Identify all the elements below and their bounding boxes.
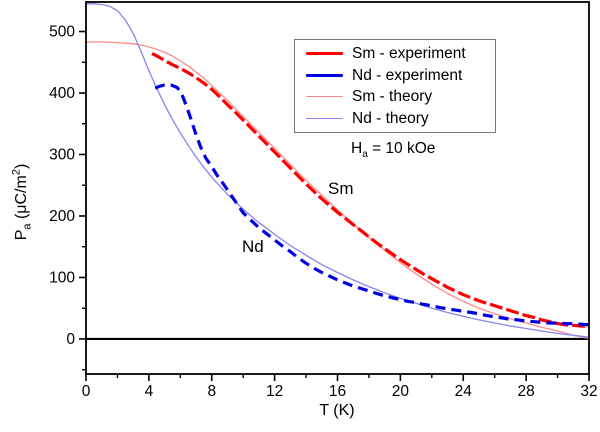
sm-experiment-curve [151,52,589,328]
x-tick-label: 0 [82,383,91,400]
nd-experiment-curve [154,83,590,327]
x-tick-label: 20 [392,383,410,400]
x-tick-label: 16 [329,383,346,400]
y-tick-label: 200 [49,208,75,225]
y-tick-label: 0 [66,331,75,348]
sm-curve-label: Sm [328,179,354,198]
x-tick-label: 28 [518,383,535,400]
sm-experiment-line-swatch [306,52,343,56]
x-tick-label: 24 [455,383,473,400]
legend-item-nd-theory: Nd - theory [295,109,495,127]
legend-box: Sm - experiment Nd - experiment Sm - the… [294,39,496,133]
legend-item-nd-experiment: Nd - experiment [295,66,495,84]
y-tick-label: 300 [49,146,75,163]
legend-label: Nd - experiment [352,66,463,84]
legend-label: Sm - experiment [352,45,466,62]
y-tick-label: 500 [49,24,75,41]
y-tick-label: 400 [49,85,75,102]
legend-label: Sm - theory [352,88,433,105]
nd-curve-label: Nd [242,237,264,256]
legend-item-sm-experiment: Sm - experiment [295,46,495,62]
applied-field-annotation: Ha = 10 kOe [351,140,436,161]
x-axis-title: T (K) [319,402,355,419]
nd-theory-curve [86,3,590,338]
sm-theory-line-swatch [306,96,343,98]
x-tick-label: 32 [580,383,597,400]
nd-theory-line-swatch [306,117,343,119]
nd-experiment-line-swatch [306,73,343,77]
x-tick-label: 4 [145,383,154,400]
x-tick-label: 12 [266,383,283,400]
sm-theory-curve [86,41,590,339]
y-tick-label: 100 [49,269,75,286]
legend-item-sm-theory: Sm - theory [295,89,495,105]
legend-label: Nd - theory [352,109,429,127]
y-axis-title: Pa (μC/m2) [10,163,34,241]
x-tick-label: 8 [207,383,216,400]
